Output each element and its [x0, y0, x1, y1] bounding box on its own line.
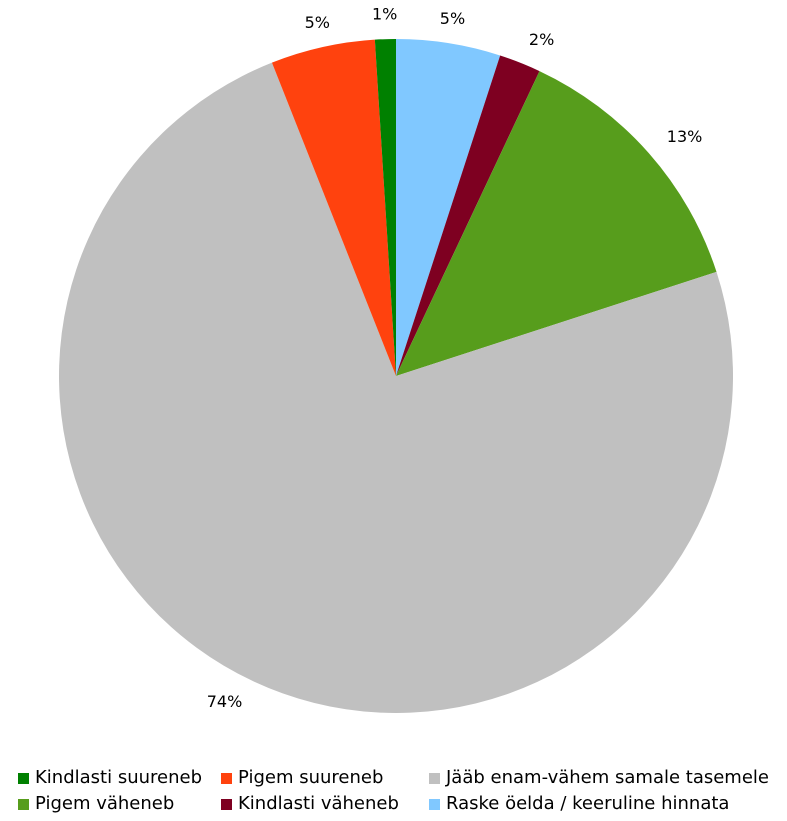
data-label-kindlasti-suureneb: 1%	[372, 5, 397, 24]
legend-swatch	[18, 798, 29, 810]
legend-label: Kindlasti väheneb	[238, 793, 399, 814]
legend-item-raske-oelda: Raske öelda / keeruline hinnata	[429, 791, 784, 817]
pie-slice-kindlasti-vaheneb	[396, 55, 540, 377]
legend-swatch	[429, 798, 440, 810]
data-label-raske-oelda-keeruline-hinnata: 5%	[440, 9, 465, 28]
legend-item-pigem-vaheneb: Pigem väheneb	[18, 791, 221, 817]
pie-slices	[59, 38, 734, 714]
legend-item-kindlasti-suureneb: Kindlasti suureneb	[18, 765, 221, 791]
pie-slice-pigem-vaheneb	[396, 71, 717, 376]
legend: Kindlasti suureneb Pigem suureneb Jääb e…	[18, 765, 787, 817]
legend-swatch	[221, 798, 232, 810]
legend-swatch	[429, 772, 440, 784]
legend-item-jaab-samale-tasemele: Jääb enam-vähem samale tasemele	[429, 765, 784, 791]
legend-label: Raske öelda / keeruline hinnata	[446, 793, 730, 814]
data-label-kindlasti-vaheneb: 2%	[529, 30, 554, 49]
pie-slice-raske-oelda-keeruline-hinnata	[396, 39, 501, 376]
legend-row-2: Pigem väheneb Kindlasti väheneb Raske öe…	[18, 791, 787, 817]
pie-slice-pigem-suureneb	[271, 39, 396, 376]
legend-row-1: Kindlasti suureneb Pigem suureneb Jääb e…	[18, 765, 787, 791]
legend-label: Pigem suureneb	[238, 767, 384, 788]
pie-labels: 5% 2% 13% 74% 5% 1%	[207, 5, 703, 711]
legend-item-pigem-suureneb: Pigem suureneb	[221, 765, 429, 791]
data-label-jaab-enam-vahem-samale-tasemele: 74%	[207, 692, 243, 711]
pie-slice-jaab-enam-vahem-samale-tasemele	[59, 62, 734, 714]
legend-item-kindlasti-vaheneb: Kindlasti väheneb	[221, 791, 429, 817]
pie-slice-kindlasti-suureneb	[374, 38, 396, 376]
legend-swatch	[18, 772, 29, 784]
data-label-pigem-vaheneb: 13%	[667, 127, 703, 146]
legend-label: Kindlasti suureneb	[35, 767, 203, 788]
legend-label: Jääb enam-vähem samale tasemele	[446, 767, 769, 788]
data-label-pigem-suureneb: 5%	[305, 13, 330, 32]
legend-label: Pigem väheneb	[35, 793, 175, 814]
legend-swatch	[221, 772, 232, 784]
